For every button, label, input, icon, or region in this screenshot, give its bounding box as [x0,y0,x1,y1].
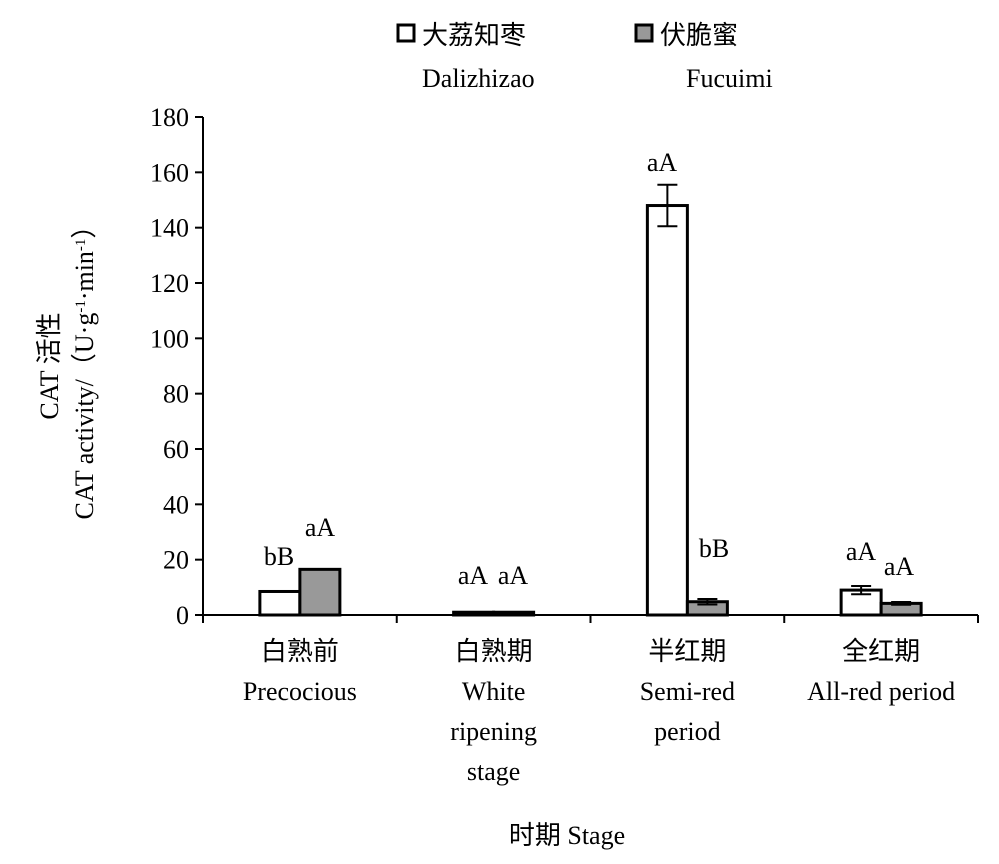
y-tick-label: 100 [150,324,189,353]
significance-letter: aA [884,552,915,581]
x-axis: 白熟前 Precocious 白熟期 White ripening stage 半红期 Sem… [202,614,979,786]
legend: 大荔知枣 Dalizhizao 伏脆蜜 Fucuimi [396,21,773,93]
bar [492,610,536,617]
x-category-label: 半红期 [648,637,726,666]
x-category-label: Precocious [243,677,357,706]
y-axis-title-line1: CAT 活性 [35,312,64,419]
y-tick-label: 0 [176,601,189,630]
bar [645,204,689,617]
x-category-label: stage [467,757,520,786]
x-axis-title: 时期 Stage [509,821,625,850]
legend-label-en: Fucuimi [686,64,773,93]
y-axis-title-group: CAT 活性 CAT activity/（U·g-1·min-1） [35,213,99,520]
legend-swatch [396,23,416,43]
y-axis-title-part: ·min [70,251,99,300]
y-tick-label: 160 [150,158,189,187]
significance-letter: aA [305,513,336,542]
y-axis-title-line2: CAT activity/（U·g-1·min-1） [70,213,99,520]
x-category-label: 白熟前 [261,637,339,666]
y-axis-title-part: -1 [73,300,89,313]
significance-letter: bB [264,542,294,571]
significance-letter: aA [647,148,678,177]
legend-label-cn: 伏脆蜜 [660,21,738,50]
y-tick-label: 120 [150,269,189,298]
x-category-label: White [462,677,526,706]
y-tick-label: 40 [163,490,189,519]
significance-letter: aA [846,537,877,566]
bars [258,183,923,617]
y-tick-label: 180 [150,103,189,132]
bar [452,610,496,617]
legend-label-cn: 大荔知枣 [422,21,526,50]
legend-label-en: Dalizhizao [422,64,535,93]
legend-swatch [634,23,654,43]
y-tick-label: 140 [150,214,189,243]
y-tick-label: 20 [163,546,189,575]
y-tick-label: 60 [163,435,189,464]
x-category-label: period [654,717,720,746]
y-axis-title: CAT 活性 CAT activity/（U·g-1·min-1） [35,213,99,520]
y-tick-label: 80 [163,380,189,409]
bar [298,567,342,617]
x-category-label: All-red period [807,677,955,706]
y-axis-title-part: -1 [73,239,89,252]
x-category-label: 全红期 [842,637,920,666]
y-axis-title-part: ） [70,213,99,239]
significance-letter: aA [458,561,489,590]
significance-letter: aA [498,561,529,590]
y-axis-title-part: CAT activity/（U·g [70,313,99,520]
significance-letter: bB [699,534,729,563]
y-axis: 0 20 40 60 80 100 120 140 160 180 [150,103,204,630]
x-category-label: Semi-red [640,677,735,706]
x-category-label: 白熟期 [455,637,533,666]
x-category-label: ripening [450,717,537,746]
bar [258,589,302,617]
